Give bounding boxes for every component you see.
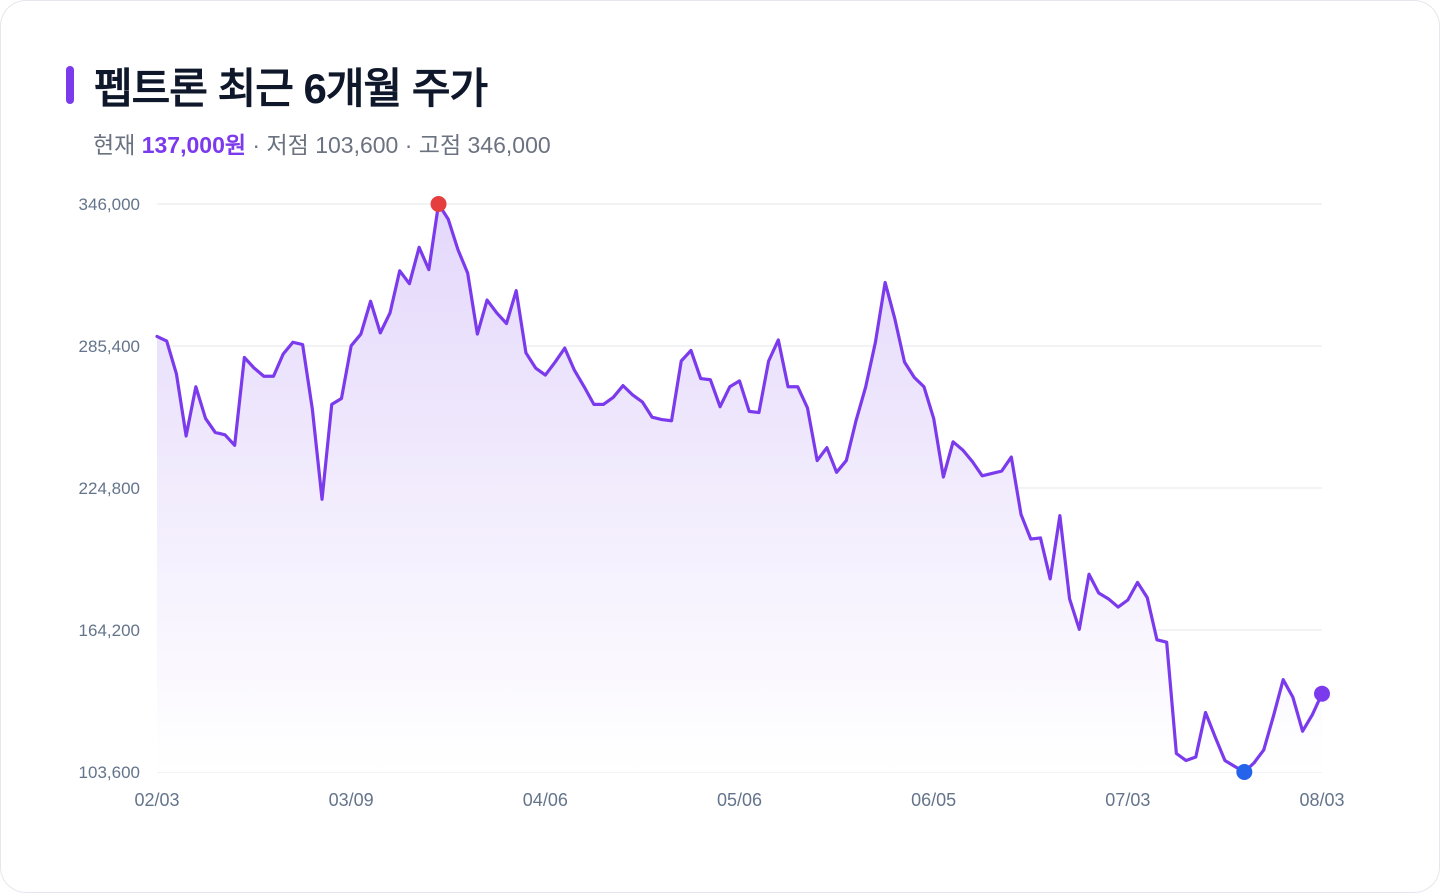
price-summary: 현재 137,000원 · 저점 103,600 · 고점 346,000 [93,126,551,160]
separator: · [246,132,267,158]
y-tick-label: 164,200 [79,621,140,640]
x-tick-label: 06/05 [911,790,956,810]
low-point-marker [1236,764,1253,780]
title-accent-bar [66,66,74,104]
x-tick-label: 02/03 [134,790,179,810]
high-point-marker [430,196,447,212]
page-title: 펩트론 최근 6개월 주가 [94,64,488,112]
low-label: 저점 [266,132,309,158]
area-fill [157,204,1322,772]
x-tick-label: 05/06 [717,790,762,810]
current-value: 137,000원 [141,132,247,158]
y-tick-label: 346,000 [79,195,140,214]
x-tick-label: 08/03 [1299,790,1344,810]
current-label: 현재 [93,132,136,158]
title-row: 펩트론 최근 6개월 주가 [66,60,488,112]
high-label: 고점 [418,132,462,158]
markers [430,196,1330,780]
y-tick-label: 103,600 [79,763,140,782]
y-axis-ticks: 346,000 285,400 224,800 164,200 103,600 [79,195,140,782]
price-line [155,202,1324,774]
y-tick-label: 285,400 [79,337,140,356]
high-value: 346,000 [467,132,551,158]
x-axis-ticks: 02/03 03/09 04/06 05/06 06/05 07/03 08/03 [134,790,1344,810]
x-tick-label: 07/03 [1105,790,1150,810]
separator: · [398,132,419,158]
x-tick-label: 04/06 [523,790,568,810]
series-line [155,202,1324,774]
area-path [157,204,1322,772]
low-value: 103,600 [315,132,399,158]
current-point-marker [1314,685,1330,702]
x-tick-label: 03/09 [329,790,374,810]
y-tick-label: 224,800 [79,479,140,498]
